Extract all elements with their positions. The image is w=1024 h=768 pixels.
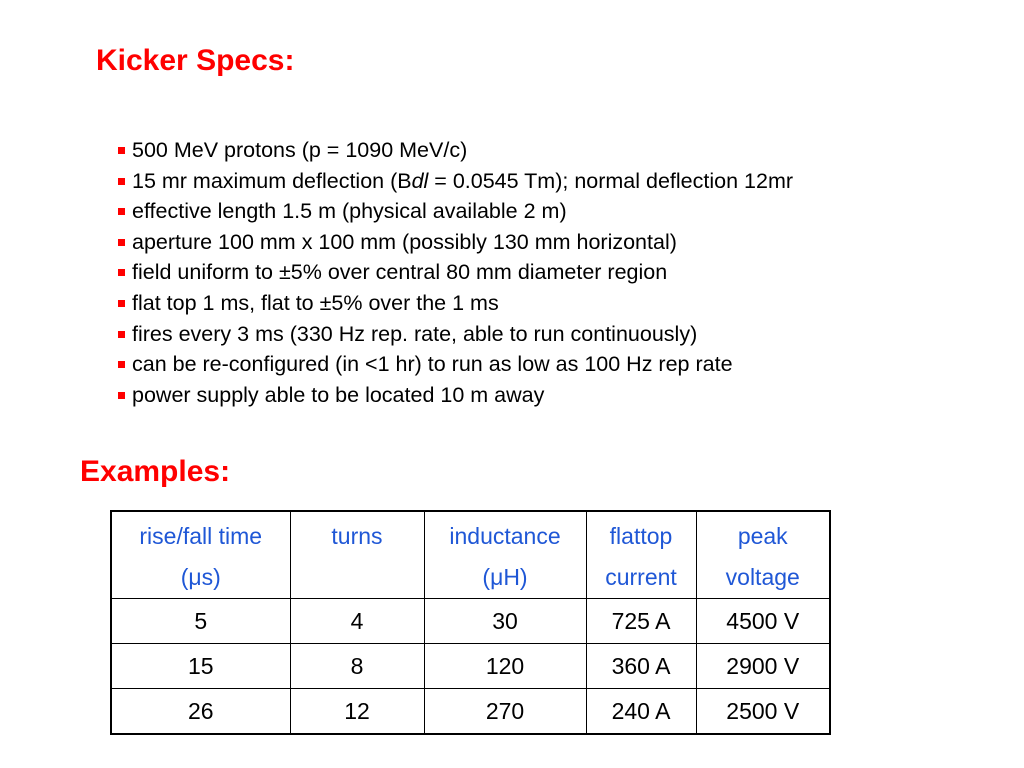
column-header-line: peak <box>737 523 788 549</box>
kicker-specs-heading: Kicker Specs: <box>96 44 295 77</box>
column-header-unit: (μs) <box>180 564 221 590</box>
kicker-specs-list: 500 MeV protons (p = 1090 MeV/c) 15 mr m… <box>118 135 793 410</box>
spec-text: aperture 100 mm x 100 mm (possibly 130 m… <box>132 229 677 254</box>
spec-text: effective length 1.5 m (physical availab… <box>132 199 567 224</box>
table-cell-inductance: 30 <box>423 598 587 644</box>
spec-text-post: = 0.0545 Tm); normal deflection 12mr <box>428 168 794 193</box>
table-cell-rise-fall-time: 5 <box>110 598 291 644</box>
table-cell-peak-voltage: 4500 V <box>695 598 831 644</box>
table-cell-flattop-current: 360 A <box>585 643 697 689</box>
spec-text: power supply able to be located 10 m awa… <box>132 382 545 407</box>
table-cell-flattop-current: 725 A <box>585 598 697 644</box>
square-bullet-icon <box>118 177 125 185</box>
spec-item: effective length 1.5 m (physical availab… <box>118 196 793 227</box>
column-header-inductance: inductance (μH) <box>423 510 587 599</box>
examples-table: rise/fall time (μs) turns inductance (μH… <box>110 510 831 735</box>
column-header-line: turns <box>331 523 383 549</box>
spec-text: can be re-configured (in <1 hr) to run a… <box>132 352 733 377</box>
column-header-turns: turns <box>289 510 425 599</box>
spec-item: can be re-configured (in <1 hr) to run a… <box>118 349 793 380</box>
table-cell-turns: 8 <box>289 643 425 689</box>
table-cell-rise-fall-time: 15 <box>110 643 291 689</box>
spec-item: 500 MeV protons (p = 1090 MeV/c) <box>118 135 793 166</box>
square-bullet-icon <box>118 269 125 277</box>
table-cell-inductance: 120 <box>423 643 587 689</box>
square-bullet-icon <box>118 238 125 246</box>
square-bullet-icon <box>118 361 125 369</box>
spec-text: fires every 3 ms (330 Hz rep. rate, able… <box>132 321 698 346</box>
table-row: 26 12 270 240 A 2500 V <box>110 688 831 735</box>
column-header-flattop-current: flattop current <box>585 510 697 599</box>
spec-text: field uniform to ±5% over central 80 mm … <box>132 260 668 285</box>
table-cell-peak-voltage: 2900 V <box>695 643 831 689</box>
table-cell-peak-voltage: 2500 V <box>695 688 831 735</box>
spec-text: 500 MeV protons (p = 1090 MeV/c) <box>132 138 468 162</box>
table-cell-turns: 4 <box>289 598 425 644</box>
table-cell-inductance: 270 <box>423 688 587 735</box>
square-bullet-icon <box>118 391 125 399</box>
square-bullet-icon <box>118 330 125 338</box>
column-header-line: inductance <box>449 523 561 549</box>
examples-heading: Examples: <box>80 455 231 488</box>
square-bullet-icon <box>118 208 125 216</box>
spec-item: field uniform to ±5% over central 80 mm … <box>118 257 793 288</box>
square-bullet-icon <box>118 299 125 307</box>
column-header-unit: (μH) <box>482 564 528 590</box>
table-cell-rise-fall-time: 26 <box>110 688 291 735</box>
spec-text-pre: 15 mr maximum deflection (B <box>132 168 412 193</box>
column-header-line: rise/fall time <box>139 523 263 549</box>
spec-item: fires every 3 ms (330 Hz rep. rate, able… <box>118 319 793 350</box>
spec-text-italic: dl <box>411 168 429 193</box>
column-header-line: voltage <box>725 564 800 590</box>
column-header-rise-fall-time: rise/fall time (μs) <box>110 510 291 599</box>
table-row: 15 8 120 360 A 2900 V <box>110 643 831 689</box>
spec-item: power supply able to be located 10 m awa… <box>118 380 793 411</box>
table-cell-turns: 12 <box>289 688 425 735</box>
table-cell-flattop-current: 240 A <box>585 688 697 735</box>
column-header-peak-voltage: peak voltage <box>695 510 831 599</box>
column-header-line: current <box>605 564 677 590</box>
table-row: 5 4 30 725 A 4500 V <box>110 598 831 644</box>
square-bullet-icon <box>118 147 125 154</box>
spec-item: aperture 100 mm x 100 mm (possibly 130 m… <box>118 227 793 258</box>
table-header-row: rise/fall time (μs) turns inductance (μH… <box>110 510 831 599</box>
column-header-line: flattop <box>609 523 673 549</box>
spec-item: 15 mr maximum deflection (Bdl = 0.0545 T… <box>118 166 793 197</box>
spec-text: flat top 1 ms, flat to ±5% over the 1 ms <box>132 290 499 315</box>
spec-item: flat top 1 ms, flat to ±5% over the 1 ms <box>118 288 793 319</box>
